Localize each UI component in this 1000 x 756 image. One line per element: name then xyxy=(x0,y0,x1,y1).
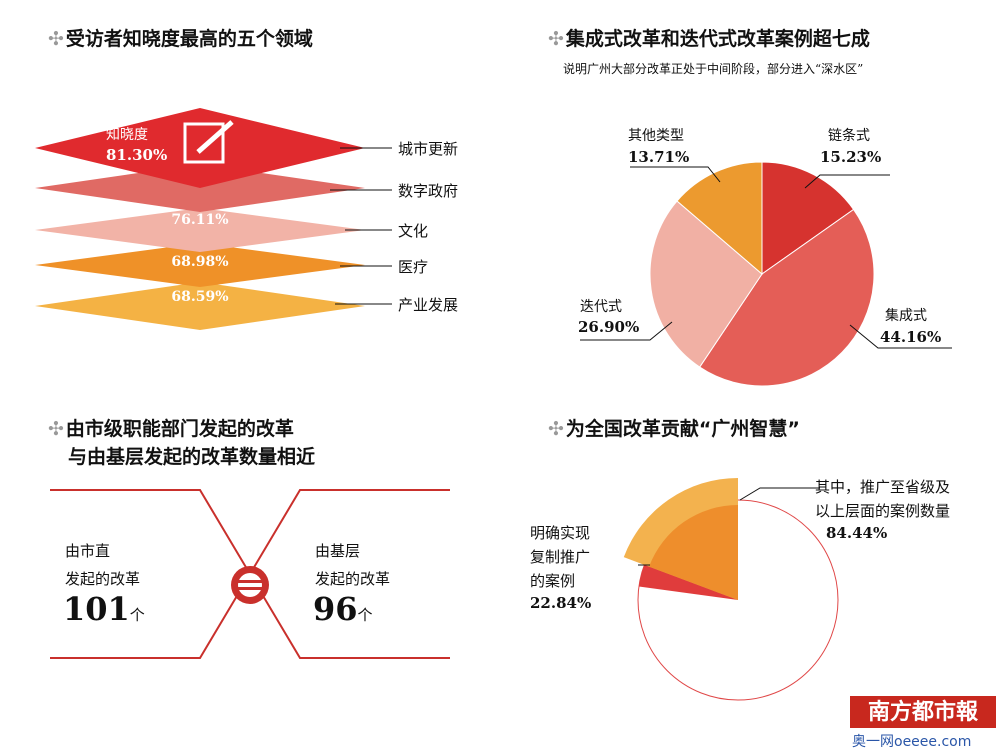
promoted-label-3: 的案例 xyxy=(530,572,576,590)
layer-label-2: 文化 xyxy=(398,222,429,240)
layer-label-4: 产业发展 xyxy=(398,296,459,314)
promoted-value: 22.84% xyxy=(530,594,592,612)
panel2-subtitle: 说明广州大部分改革正处于中间阶段，部分进入“深水区” xyxy=(563,62,864,76)
layer-percent-4: 65.91% xyxy=(171,330,228,346)
promotion-pie-chart xyxy=(623,478,839,701)
city-origin-label: 由市直 xyxy=(65,542,111,560)
other-value: 13.71% xyxy=(628,148,690,166)
watermark: 奥一网oeeee.com xyxy=(852,734,972,750)
pie-slice-链条式 xyxy=(761,161,855,275)
equal-sign-icon xyxy=(231,566,269,604)
city-origin-label-2: 发起的改革 xyxy=(65,570,141,588)
promoted-label-2: 复制推广 xyxy=(530,548,591,566)
promoted-label-1: 明确实现 xyxy=(530,524,591,542)
layer-4 xyxy=(35,282,365,330)
stack-chart: 76.11% 68.98% 68.59% 65.91% 知晓度 81.30% xyxy=(35,108,392,346)
awareness-label: 知晓度 xyxy=(106,126,148,143)
grassroots-origin-label-2: 发起的改革 xyxy=(315,570,391,588)
integrated-name: 集成式 xyxy=(885,308,927,324)
pie-slice-迭代式 xyxy=(649,200,763,368)
panel3-title-line2: 与由基层发起的改革数量相近 xyxy=(68,446,316,468)
panel3-title: ✣ 由市级职能部门发起的改革 xyxy=(48,418,294,440)
pie1-leaders xyxy=(580,166,952,349)
pie-slice-其他类型 xyxy=(676,161,763,276)
provincial-value: 84.44% xyxy=(826,524,888,542)
panel1-title: ✣ 受访者知晓度最高的五个领域 xyxy=(48,28,313,50)
leader-provincial xyxy=(739,487,820,501)
grassroots-origin-count: 96个 xyxy=(313,590,373,628)
layer-percent-0: 81.30% xyxy=(106,146,167,164)
panel4-title: ✣ 为全国改革贡献“广州智慧” xyxy=(548,418,800,440)
iterative-value: 26.90% xyxy=(578,318,640,336)
layer-label-3: 医疗 xyxy=(398,258,429,276)
layer-2 xyxy=(35,208,365,252)
panel2-title: ✣ 集成式改革和迭代式改革案例超七成 xyxy=(548,28,870,50)
leader-other xyxy=(630,166,721,183)
chain-value: 15.23% xyxy=(820,148,882,166)
city-origin-count: 101个 xyxy=(63,590,145,628)
leader-chain xyxy=(804,174,890,189)
layer-percent-1: 76.11% xyxy=(171,212,228,228)
edit-icon xyxy=(183,120,234,164)
leader-integrated xyxy=(849,324,952,349)
chain-name: 链条式 xyxy=(828,128,870,144)
pie-chart-reform-types xyxy=(580,161,952,387)
provincial-label-1: 其中，推广至省级及 xyxy=(815,478,951,496)
layer-percent-3: 68.59% xyxy=(171,289,228,305)
other-name: 其他类型 xyxy=(628,128,684,144)
leader-iterative xyxy=(580,321,673,341)
layer-3 xyxy=(35,243,365,287)
newspaper-logo: 南方都市報 xyxy=(850,696,996,728)
layer-percent-2: 68.98% xyxy=(171,254,228,270)
iterative-name: 迭代式 xyxy=(580,299,622,315)
integrated-value: 44.16% xyxy=(880,328,942,346)
grassroots-origin-label: 由基层 xyxy=(315,542,361,560)
provincial-label-2: 以上层面的案例数量 xyxy=(815,502,951,520)
pie-slice-集成式 xyxy=(698,208,875,387)
layer-label-1: 数字政府 xyxy=(398,182,459,200)
layer-label-0: 城市更新 xyxy=(398,140,459,158)
comparison-graphic xyxy=(50,489,450,659)
pie2-slice-provincial xyxy=(649,505,738,600)
